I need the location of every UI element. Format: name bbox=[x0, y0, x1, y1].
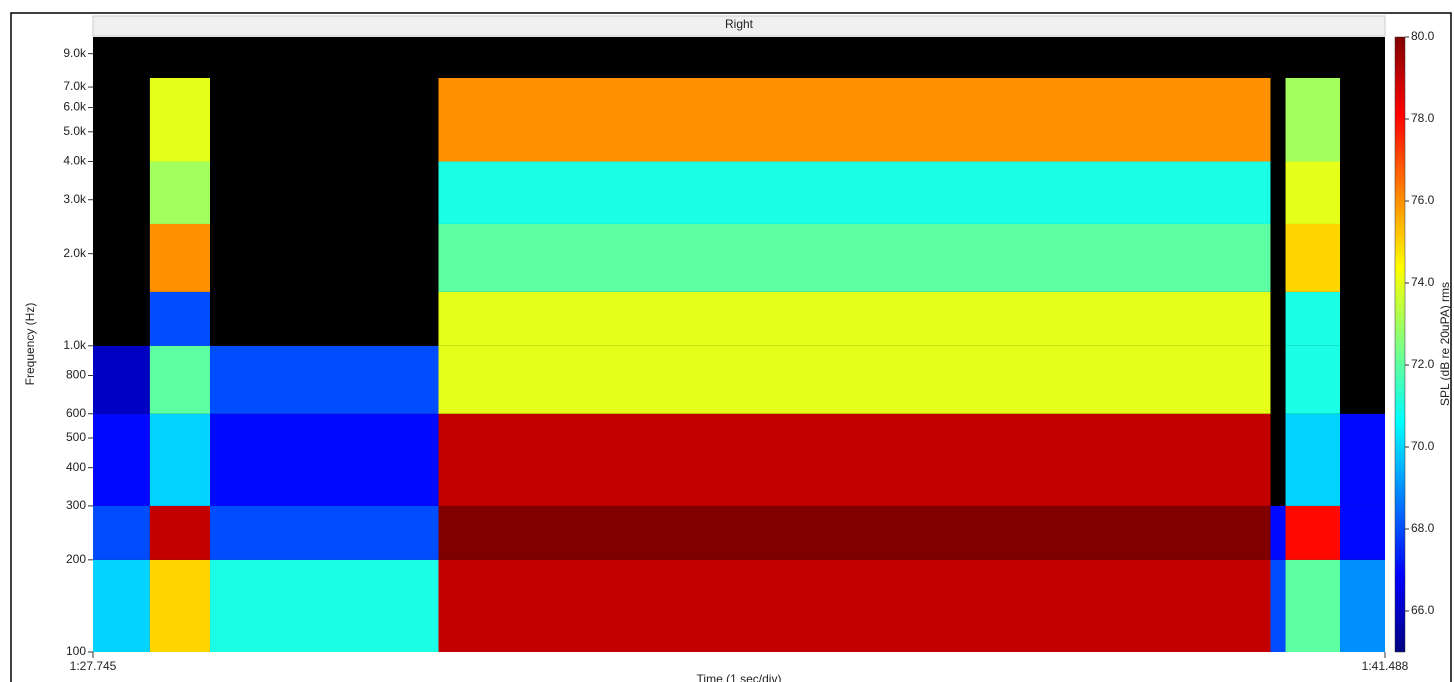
y-tick-label: 200 bbox=[66, 552, 86, 566]
frame bbox=[10, 12, 1452, 682]
heatmap-cell bbox=[93, 345, 150, 414]
heatmap-cell bbox=[210, 505, 439, 560]
y-tick-label: 300 bbox=[66, 498, 86, 512]
y-tick-label: 800 bbox=[66, 368, 86, 382]
heatmap-cell bbox=[149, 559, 211, 652]
heatmap-cell bbox=[93, 77, 150, 162]
heatmap-cell bbox=[1285, 291, 1341, 346]
x-tick-label: 1:41.488 bbox=[1362, 659, 1409, 673]
colorbar-label: SPL (dB re 20uPA) rms bbox=[1438, 282, 1452, 406]
heatmap-cell bbox=[438, 77, 1271, 162]
heatmap-cell bbox=[1340, 161, 1385, 224]
heatmap-cell bbox=[1285, 223, 1341, 292]
heatmap-cell bbox=[149, 505, 211, 560]
title-bar bbox=[92, 15, 1386, 37]
heatmap-cell bbox=[93, 291, 150, 346]
heatmap-cell bbox=[149, 291, 211, 346]
heatmap-cell bbox=[1340, 77, 1385, 162]
heatmap-cell bbox=[93, 161, 150, 224]
heatmap-cell bbox=[210, 559, 439, 652]
heatmap-cell bbox=[93, 37, 150, 78]
y-tick-label: 1.0k bbox=[63, 338, 87, 352]
colorbar-tick-label: 68.0 bbox=[1411, 521, 1435, 535]
heatmap-cell bbox=[210, 345, 439, 414]
heatmap-cell bbox=[1340, 37, 1385, 78]
y-tick-label: 9.0k bbox=[63, 46, 87, 60]
heatmap-cell bbox=[1285, 37, 1341, 78]
colorbar bbox=[1394, 36, 1406, 653]
heatmap-cell bbox=[438, 345, 1271, 414]
heatmap-cell bbox=[1340, 505, 1385, 560]
heatmap-cell bbox=[149, 77, 211, 162]
heatmap-cell bbox=[1340, 345, 1385, 414]
heatmap-cell bbox=[1340, 413, 1385, 506]
x-tick-label: 1:27.745 bbox=[70, 659, 117, 673]
heatmap-cell bbox=[1285, 559, 1341, 652]
y-tick-label: 400 bbox=[66, 460, 86, 474]
heatmap-cell bbox=[93, 223, 150, 292]
heatmap-cell bbox=[1270, 345, 1286, 414]
y-tick-label: 2.0k bbox=[63, 246, 87, 260]
y-tick-label: 500 bbox=[66, 430, 86, 444]
colorbar-tick-label: 78.0 bbox=[1411, 111, 1435, 125]
y-axis-label: Frequency (Hz) bbox=[23, 303, 37, 386]
heatmap-cell bbox=[210, 223, 439, 292]
heatmap-cell bbox=[210, 77, 439, 162]
heatmap-cell bbox=[1340, 559, 1385, 652]
colorbar-tick-label: 76.0 bbox=[1411, 193, 1435, 207]
colorbar-tick-label: 74.0 bbox=[1411, 275, 1435, 289]
heatmap-cell bbox=[1270, 161, 1286, 224]
heatmap-cell bbox=[1285, 161, 1341, 224]
heatmap-cell bbox=[1270, 413, 1286, 506]
heatmap-cell bbox=[210, 291, 439, 346]
heatmap-cell bbox=[93, 559, 150, 652]
heatmap-cell bbox=[1270, 559, 1286, 652]
heatmap-cell bbox=[210, 413, 439, 506]
heatmap-cell bbox=[1285, 345, 1341, 414]
heatmap-cell bbox=[1285, 505, 1341, 560]
heatmap-cell bbox=[1270, 505, 1286, 560]
heatmap-cell bbox=[1285, 77, 1341, 162]
colorbar-tick-label: 72.0 bbox=[1411, 357, 1435, 371]
heatmap-cell bbox=[438, 161, 1271, 224]
chart-title: Right bbox=[725, 17, 754, 31]
y-tick-label: 6.0k bbox=[63, 100, 87, 114]
heatmap-cell bbox=[93, 505, 150, 560]
heatmap-cell bbox=[438, 223, 1271, 292]
colorbar-tick-label: 66.0 bbox=[1411, 603, 1435, 617]
heatmap-cell bbox=[438, 505, 1271, 560]
y-tick-label: 5.0k bbox=[63, 124, 87, 138]
y-tick-label: 7.0k bbox=[63, 79, 87, 93]
x-axis-label: Time (1 sec/div) bbox=[697, 672, 782, 682]
heatmap-cell bbox=[149, 413, 211, 506]
heatmap-cell bbox=[1340, 223, 1385, 292]
colorbar-tick-label: 70.0 bbox=[1411, 439, 1435, 453]
heatmap-cell bbox=[438, 37, 1271, 78]
y-tick-label: 100 bbox=[66, 644, 86, 658]
y-tick-label: 4.0k bbox=[63, 154, 87, 168]
heatmap-cell bbox=[1270, 37, 1286, 78]
heatmap-cell bbox=[1285, 413, 1341, 506]
heatmap-cell bbox=[149, 37, 211, 78]
heatmap-cell bbox=[1270, 77, 1286, 162]
heatmap-cell bbox=[210, 161, 439, 224]
heatmap-cell bbox=[149, 345, 211, 414]
heatmap-cell bbox=[1270, 291, 1286, 346]
heatmap-cell bbox=[210, 37, 439, 78]
y-tick-label: 600 bbox=[66, 406, 86, 420]
heatmap-cell bbox=[93, 413, 150, 506]
heatmap-cell bbox=[149, 223, 211, 292]
y-tick-label: 3.0k bbox=[63, 192, 87, 206]
heatmap-cell bbox=[438, 413, 1271, 506]
heatmap-cell bbox=[149, 161, 211, 224]
colorbar-tick-label: 80.0 bbox=[1411, 29, 1435, 43]
heatmap-cell bbox=[1340, 291, 1385, 346]
heatmap-cell bbox=[1270, 223, 1286, 292]
heatmap-cell bbox=[438, 559, 1271, 652]
heatmap-cell bbox=[438, 291, 1271, 346]
